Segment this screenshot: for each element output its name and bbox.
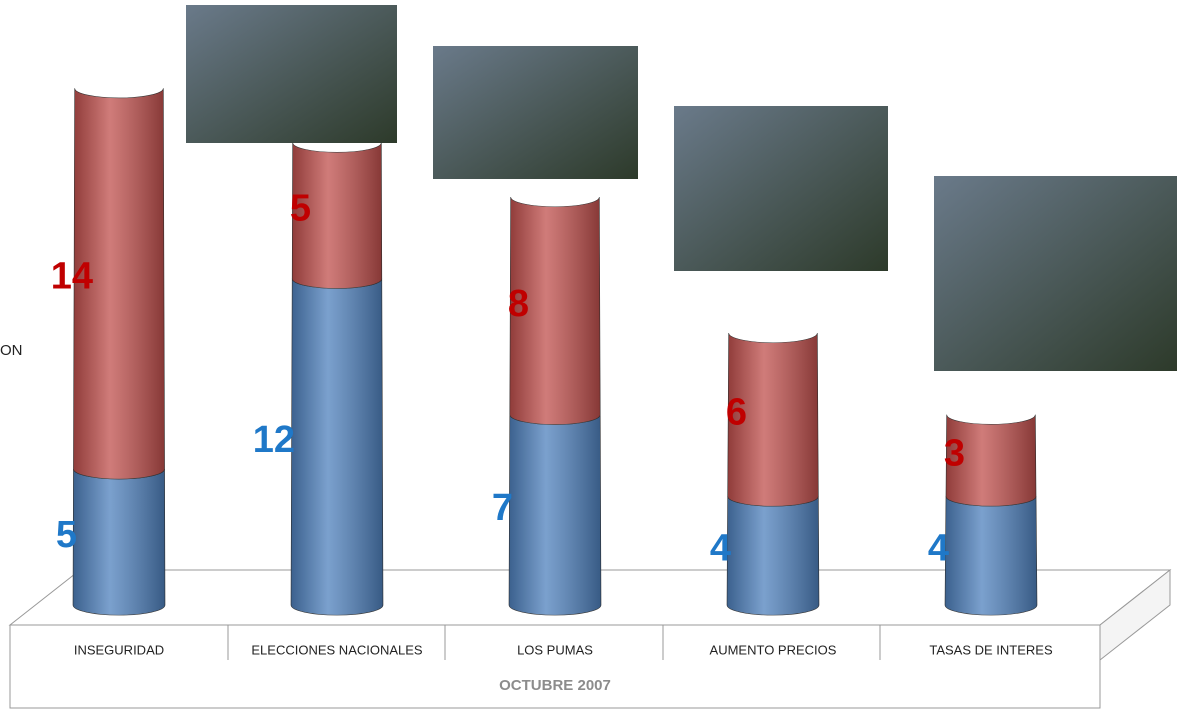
photo	[674, 106, 888, 271]
value-label: 3	[944, 432, 965, 474]
x-tick-label: LOS PUMAS	[517, 642, 593, 657]
axis-table	[10, 625, 1100, 708]
value-label: 12	[253, 419, 295, 461]
value-label: 7	[492, 487, 513, 529]
value-label: 4	[710, 528, 731, 570]
cone-shading	[945, 496, 1037, 615]
x-tick-label: AUMENTO PRECIOS	[710, 642, 837, 657]
value-label: 4	[928, 528, 949, 570]
cone-shading	[727, 496, 819, 615]
x-tick-label: TASAS DE INTERES	[929, 642, 1053, 657]
value-label: 5	[56, 514, 77, 556]
chart: OCTUBRE 2007 ON INSEGURIDAD 5 14 ELECCIONES…	[0, 0, 1177, 711]
photo	[186, 5, 397, 143]
cone-shading	[509, 415, 601, 616]
photo	[433, 46, 638, 179]
x-tick-label: INSEGURIDAD	[74, 642, 164, 657]
value-label: 6	[726, 392, 747, 434]
cone-shading	[291, 279, 383, 616]
x-tick-label: ELECCIONES NACIONALES	[251, 642, 423, 657]
x-axis-label: OCTUBRE 2007	[499, 677, 611, 694]
side-label: ON	[0, 342, 23, 359]
value-label: 14	[51, 256, 93, 298]
photo	[934, 176, 1177, 371]
value-label: 5	[290, 188, 311, 230]
value-label: 8	[508, 283, 529, 325]
cone-shading	[73, 469, 165, 615]
